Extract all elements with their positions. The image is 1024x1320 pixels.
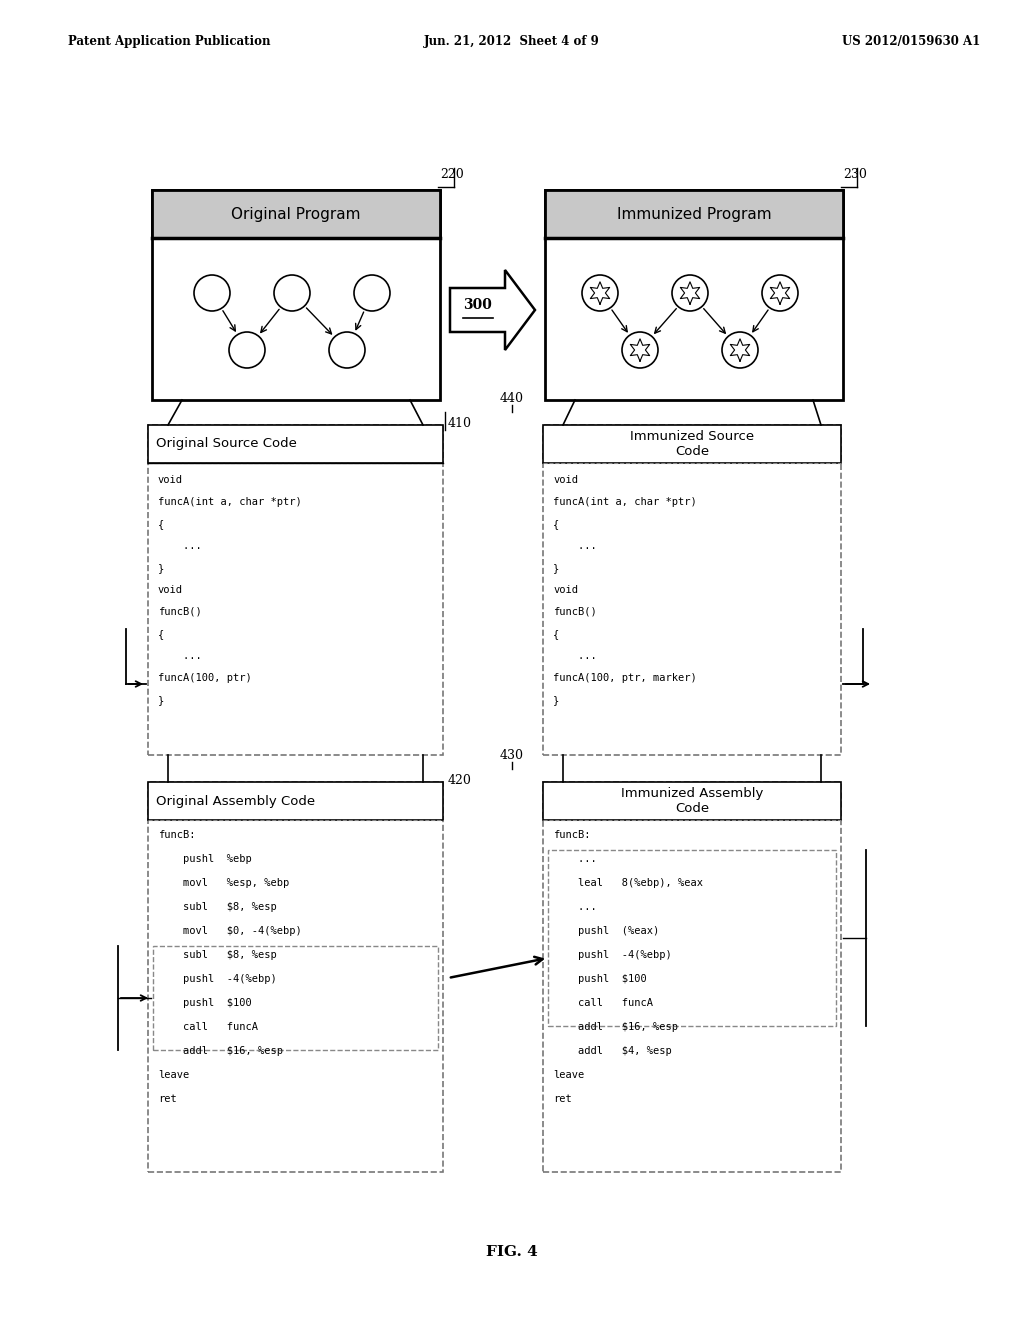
Text: 300: 300: [463, 298, 492, 312]
Text: Original Source Code: Original Source Code: [156, 437, 297, 450]
Text: pushl  -4(%ebp): pushl -4(%ebp): [553, 950, 672, 960]
Text: }: }: [553, 564, 559, 573]
Text: funcB:: funcB:: [158, 830, 196, 840]
Bar: [543, 781, 841, 820]
Bar: [148, 781, 443, 820]
Text: 230: 230: [843, 168, 867, 181]
Bar: [148, 425, 443, 463]
Text: ...: ...: [553, 902, 597, 912]
Bar: [543, 425, 841, 755]
Text: addl   $16, %esp: addl $16, %esp: [158, 1045, 283, 1056]
Bar: [543, 425, 841, 463]
Bar: [543, 781, 841, 1172]
Text: 440: 440: [500, 392, 524, 405]
Text: US 2012/0159630 A1: US 2012/0159630 A1: [842, 36, 980, 48]
Text: funcB:: funcB:: [553, 830, 591, 840]
Text: void: void: [553, 475, 578, 484]
Bar: [152, 190, 440, 238]
Bar: [548, 850, 836, 1026]
Bar: [545, 190, 843, 238]
Text: Original Assembly Code: Original Assembly Code: [156, 795, 315, 808]
Text: 430: 430: [500, 748, 524, 762]
Text: addl   $4, %esp: addl $4, %esp: [553, 1045, 672, 1056]
Text: }: }: [158, 696, 164, 705]
Text: {: {: [553, 630, 559, 639]
Text: ...: ...: [158, 541, 202, 550]
Text: }: }: [553, 696, 559, 705]
Text: leal   8(%ebp), %eax: leal 8(%ebp), %eax: [553, 878, 703, 888]
Text: ...: ...: [553, 651, 597, 661]
Text: void: void: [158, 475, 183, 484]
Bar: [148, 781, 443, 1172]
Polygon shape: [450, 271, 535, 350]
Text: subl   $8, %esp: subl $8, %esp: [158, 902, 276, 912]
Text: {: {: [553, 519, 559, 529]
Text: FIG. 4: FIG. 4: [486, 1245, 538, 1259]
Bar: [148, 425, 443, 755]
Text: ...: ...: [158, 651, 202, 661]
Text: Jun. 21, 2012  Sheet 4 of 9: Jun. 21, 2012 Sheet 4 of 9: [424, 36, 600, 48]
Text: funcB(): funcB(): [158, 607, 202, 616]
Text: funcA(100, ptr, marker): funcA(100, ptr, marker): [553, 673, 696, 682]
Text: 420: 420: [449, 774, 472, 787]
Text: movl   %esp, %ebp: movl %esp, %ebp: [158, 878, 289, 888]
Text: call   funcA: call funcA: [158, 1022, 258, 1032]
Text: {: {: [158, 630, 164, 639]
Text: funcA(int a, char *ptr): funcA(int a, char *ptr): [158, 498, 302, 507]
Text: pushl  (%eax): pushl (%eax): [553, 927, 659, 936]
Text: void: void: [553, 585, 578, 595]
Text: 410: 410: [449, 417, 472, 430]
Text: Immunized Assembly
Code: Immunized Assembly Code: [621, 787, 763, 814]
Text: ...: ...: [553, 541, 597, 550]
Text: ret: ret: [158, 1094, 177, 1104]
Text: Original Program: Original Program: [231, 206, 360, 222]
Text: Immunized Program: Immunized Program: [616, 206, 771, 222]
Text: ret: ret: [553, 1094, 571, 1104]
Text: call   funcA: call funcA: [553, 998, 653, 1008]
Text: addl   $16, %esp: addl $16, %esp: [553, 1022, 678, 1032]
Text: funcA(int a, char *ptr): funcA(int a, char *ptr): [553, 498, 696, 507]
Text: pushl  $100: pushl $100: [553, 974, 647, 983]
Text: funcB(): funcB(): [553, 607, 597, 616]
Text: {: {: [158, 519, 164, 529]
Text: ...: ...: [553, 854, 597, 865]
Text: void: void: [158, 585, 183, 595]
Bar: [545, 190, 843, 400]
Text: 220: 220: [440, 168, 464, 181]
Text: Immunized Source
Code: Immunized Source Code: [630, 430, 754, 458]
Bar: [153, 946, 438, 1049]
Text: pushl  %ebp: pushl %ebp: [158, 854, 252, 865]
Text: leave: leave: [158, 1071, 189, 1080]
Text: movl   $0, -4(%ebp): movl $0, -4(%ebp): [158, 927, 302, 936]
Text: Patent Application Publication: Patent Application Publication: [68, 36, 270, 48]
Bar: [152, 190, 440, 400]
Text: funcA(100, ptr): funcA(100, ptr): [158, 673, 252, 682]
Text: pushl  $100: pushl $100: [158, 998, 252, 1008]
Text: }: }: [158, 564, 164, 573]
Text: leave: leave: [553, 1071, 585, 1080]
Text: subl   $8, %esp: subl $8, %esp: [158, 950, 276, 960]
Text: pushl  -4(%ebp): pushl -4(%ebp): [158, 974, 276, 983]
